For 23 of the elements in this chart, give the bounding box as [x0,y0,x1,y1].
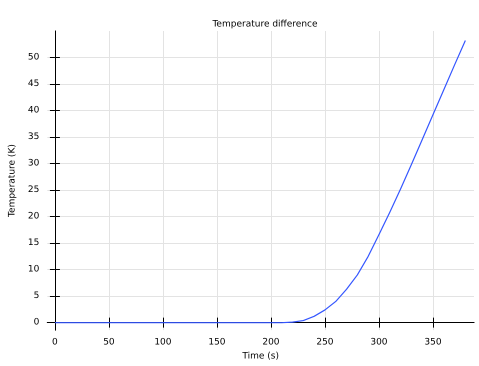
x-tick-label: 200 [262,338,280,348]
x-tick-label: 100 [154,338,172,348]
y-tick-label: 35 [28,132,40,142]
x-axis-title: Time (s) [241,352,279,362]
y-tick-label: 5 [34,291,40,302]
x-tick-label: 300 [370,338,388,348]
y-tick-label: 40 [28,106,40,116]
y-tick-label: 50 [28,52,40,63]
y-tick-label: 25 [28,185,40,196]
chart-title: Temperature difference [211,20,318,30]
y-tick-label: 30 [28,158,40,169]
y-tick-label: 15 [28,238,40,248]
x-tick-label: 150 [208,338,226,348]
x-tick-label: 50 [103,338,115,348]
y-tick-label: 20 [28,212,40,222]
x-tick-label: 350 [424,338,442,348]
y-tick-label: 10 [28,264,40,275]
y-tick-label: 45 [28,79,40,90]
x-tick-label: 250 [316,338,334,348]
line-series [54,40,466,324]
y-axis-title: Temperature (K) [8,144,18,218]
y-tick-label: 0 [34,318,40,328]
x-tick-label: 0 [52,338,58,348]
